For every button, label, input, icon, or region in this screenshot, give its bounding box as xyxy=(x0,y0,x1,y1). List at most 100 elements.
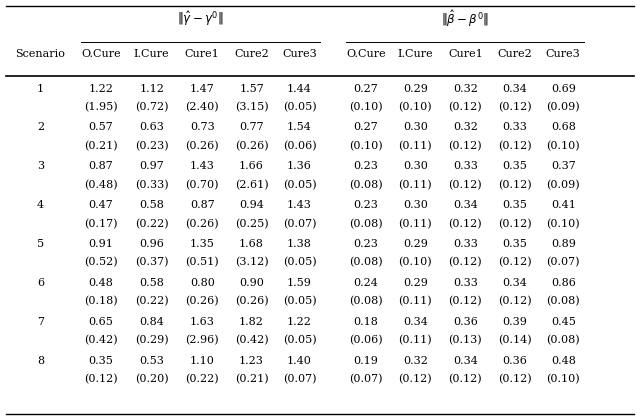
Text: 0.48: 0.48 xyxy=(89,278,113,288)
Text: (0.12): (0.12) xyxy=(84,374,118,384)
Text: (0.12): (0.12) xyxy=(449,257,482,268)
Text: 0.29: 0.29 xyxy=(403,239,428,249)
Text: (0.26): (0.26) xyxy=(186,141,219,151)
Text: (0.13): (0.13) xyxy=(449,335,482,345)
Text: 1.57: 1.57 xyxy=(239,84,264,94)
Text: 0.65: 0.65 xyxy=(89,317,113,327)
Text: (2.96): (2.96) xyxy=(186,335,219,345)
Text: (0.10): (0.10) xyxy=(547,219,580,229)
Text: (0.10): (0.10) xyxy=(349,102,383,112)
Text: (0.14): (0.14) xyxy=(498,335,531,345)
Text: (3.12): (3.12) xyxy=(235,257,268,268)
Text: (0.06): (0.06) xyxy=(349,335,383,345)
Text: (0.42): (0.42) xyxy=(235,335,268,345)
Text: (0.12): (0.12) xyxy=(498,374,531,384)
Text: (0.10): (0.10) xyxy=(399,257,432,268)
Text: O.Cure: O.Cure xyxy=(346,49,386,59)
Text: 5: 5 xyxy=(36,239,44,249)
Text: (0.12): (0.12) xyxy=(498,296,531,306)
Text: Cure3: Cure3 xyxy=(546,49,580,59)
Text: (0.12): (0.12) xyxy=(449,141,482,151)
Text: 0.23: 0.23 xyxy=(354,200,378,210)
Text: 0.39: 0.39 xyxy=(502,317,527,327)
Text: 0.58: 0.58 xyxy=(140,278,164,288)
Text: 0.33: 0.33 xyxy=(453,239,477,249)
Text: 0.32: 0.32 xyxy=(403,356,428,366)
Text: 0.29: 0.29 xyxy=(403,84,428,94)
Text: 0.32: 0.32 xyxy=(453,122,477,133)
Text: (0.22): (0.22) xyxy=(186,374,219,384)
Text: 0.53: 0.53 xyxy=(140,356,164,366)
Text: (0.26): (0.26) xyxy=(186,296,219,306)
Text: 0.35: 0.35 xyxy=(502,239,527,249)
Text: 0.24: 0.24 xyxy=(354,278,378,288)
Text: Cure1: Cure1 xyxy=(448,49,483,59)
Text: 0.41: 0.41 xyxy=(551,200,575,210)
Text: 0.36: 0.36 xyxy=(453,317,477,327)
Text: (0.22): (0.22) xyxy=(135,296,168,306)
Text: 1.38: 1.38 xyxy=(287,239,312,249)
Text: (0.06): (0.06) xyxy=(283,141,316,151)
Text: (0.08): (0.08) xyxy=(349,257,383,268)
Text: 0.33: 0.33 xyxy=(502,122,527,133)
Text: (0.11): (0.11) xyxy=(399,180,432,190)
Text: (0.11): (0.11) xyxy=(399,219,432,229)
Text: (0.09): (0.09) xyxy=(547,102,580,112)
Text: 6: 6 xyxy=(36,278,44,288)
Text: 0.58: 0.58 xyxy=(140,200,164,210)
Text: 0.96: 0.96 xyxy=(140,239,164,249)
Text: 1.47: 1.47 xyxy=(190,84,214,94)
Text: 0.63: 0.63 xyxy=(140,122,164,133)
Text: (0.10): (0.10) xyxy=(547,374,580,384)
Text: 0.35: 0.35 xyxy=(89,356,113,366)
Text: 1.66: 1.66 xyxy=(239,161,264,171)
Text: Cure2: Cure2 xyxy=(497,49,532,59)
Text: 0.35: 0.35 xyxy=(502,161,527,171)
Text: (0.26): (0.26) xyxy=(235,296,268,306)
Text: 0.30: 0.30 xyxy=(403,122,428,133)
Text: 0.87: 0.87 xyxy=(89,161,113,171)
Text: 1.12: 1.12 xyxy=(140,84,164,94)
Text: 0.45: 0.45 xyxy=(551,317,575,327)
Text: 8: 8 xyxy=(36,356,44,366)
Text: (0.12): (0.12) xyxy=(449,296,482,306)
Text: (0.08): (0.08) xyxy=(547,296,580,306)
Text: (0.70): (0.70) xyxy=(186,180,219,190)
Text: 1.40: 1.40 xyxy=(287,356,312,366)
Text: (0.12): (0.12) xyxy=(498,141,531,151)
Text: (0.12): (0.12) xyxy=(449,180,482,190)
Text: (0.12): (0.12) xyxy=(498,219,531,229)
Text: 1.43: 1.43 xyxy=(287,200,312,210)
Text: 2: 2 xyxy=(36,122,44,133)
Text: 0.80: 0.80 xyxy=(190,278,214,288)
Text: O.Cure: O.Cure xyxy=(81,49,121,59)
Text: 1.82: 1.82 xyxy=(239,317,264,327)
Text: (0.29): (0.29) xyxy=(135,335,168,345)
Text: 0.48: 0.48 xyxy=(551,356,575,366)
Text: 7: 7 xyxy=(37,317,44,327)
Text: 0.34: 0.34 xyxy=(453,200,477,210)
Text: Cure1: Cure1 xyxy=(185,49,220,59)
Text: (0.22): (0.22) xyxy=(135,219,168,229)
Text: (0.26): (0.26) xyxy=(186,219,219,229)
Text: 0.34: 0.34 xyxy=(502,278,527,288)
Text: (0.33): (0.33) xyxy=(135,180,168,190)
Text: 1.44: 1.44 xyxy=(287,84,312,94)
Text: 0.89: 0.89 xyxy=(551,239,575,249)
Text: 1.43: 1.43 xyxy=(190,161,214,171)
Text: (0.51): (0.51) xyxy=(186,257,219,268)
Text: (0.37): (0.37) xyxy=(135,257,168,268)
Text: 3: 3 xyxy=(36,161,44,171)
Text: 0.23: 0.23 xyxy=(354,161,378,171)
Text: 1.10: 1.10 xyxy=(190,356,214,366)
Text: (0.42): (0.42) xyxy=(84,335,118,345)
Text: 1.59: 1.59 xyxy=(287,278,312,288)
Text: (0.05): (0.05) xyxy=(283,335,316,345)
Text: (0.11): (0.11) xyxy=(399,335,432,345)
Text: (0.48): (0.48) xyxy=(84,180,118,190)
Text: 0.23: 0.23 xyxy=(354,239,378,249)
Text: (0.12): (0.12) xyxy=(449,102,482,112)
Text: 0.27: 0.27 xyxy=(354,84,378,94)
Text: 4: 4 xyxy=(36,200,44,210)
Text: (0.10): (0.10) xyxy=(349,141,383,151)
